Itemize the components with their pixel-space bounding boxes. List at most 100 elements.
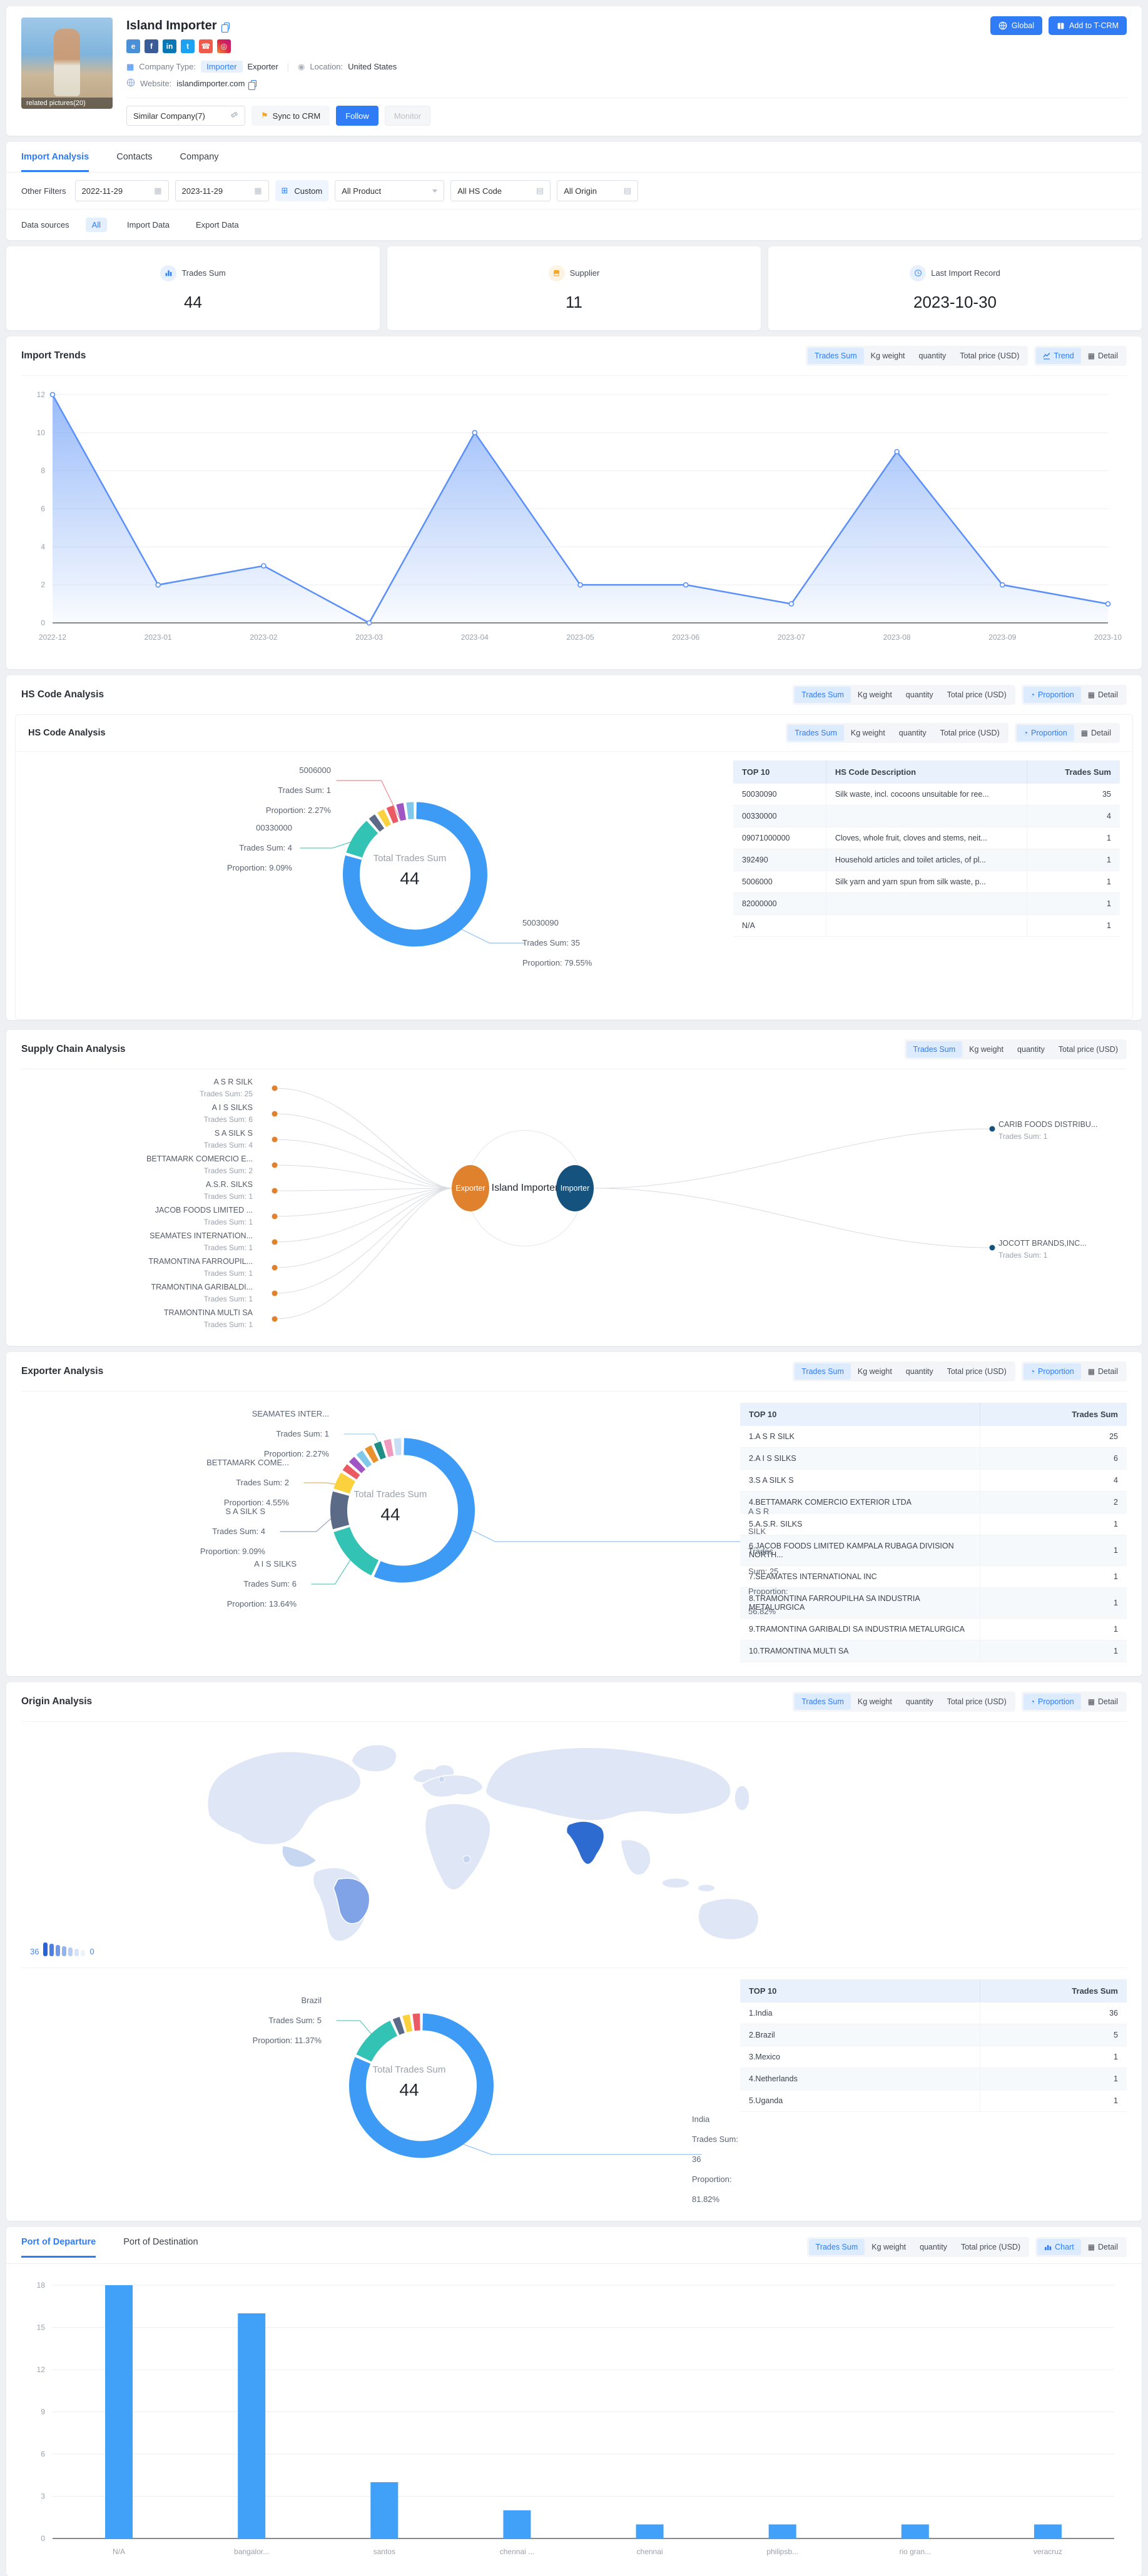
global-button[interactable]: Global <box>990 16 1043 35</box>
view-detail[interactable]: ▦ Detail <box>1087 351 1118 360</box>
metric-trades-sum[interactable]: Trades Sum <box>906 1041 963 1058</box>
date-from-input[interactable]: 2022-11-29 ▦ <box>74 180 169 201</box>
customer-node-label[interactable]: JOCOTT BRANDS,INC... Trades Sum: 1 <box>998 1239 1087 1260</box>
metric-trades-sum[interactable]: Trades Sum <box>795 1694 851 1710</box>
company-type-importer[interactable]: Importer <box>201 61 243 73</box>
svg-text:12: 12 <box>37 2365 46 2374</box>
section-title: HS Code Analysis <box>21 689 104 700</box>
view-detail[interactable]: ▦ Detail <box>1080 729 1111 737</box>
metric-trades-sum[interactable]: Trades Sum <box>788 725 844 741</box>
supplier-node-label[interactable]: A.S.R. SILKS Trades Sum: 1 <box>203 1180 253 1201</box>
tab-import-analysis[interactable]: Import Analysis <box>21 152 89 172</box>
view-toggle-group: ◔ Proportion ▦ Detail <box>1021 685 1127 705</box>
view-proportion[interactable]: ◔ Proportion <box>1023 687 1081 703</box>
metric-quantity[interactable]: quantity <box>905 1697 933 1706</box>
tab-port-of-destination[interactable]: Port of Destination <box>123 2237 198 2247</box>
sync-to-crm-button[interactable]: ⚑ Sync to CRM <box>251 106 330 126</box>
metric-total-price-usd-[interactable]: Total price (USD) <box>947 1367 1007 1376</box>
data-source-import[interactable]: Import Data <box>127 220 170 230</box>
section-title: Supply Chain Analysis <box>21 1044 126 1054</box>
country-africa <box>424 1803 491 1891</box>
metric-total-price-usd-[interactable]: Total price (USD) <box>940 729 1000 737</box>
tab-company[interactable]: Company <box>180 152 219 162</box>
product-select[interactable]: All Product <box>335 180 445 201</box>
svg-text:bangalor...: bangalor... <box>234 2547 269 2556</box>
view-detail[interactable]: ▦ Detail <box>1087 690 1118 699</box>
metric-quantity[interactable]: quantity <box>920 2243 947 2251</box>
divider: | <box>287 62 290 71</box>
linkedin-icon[interactable]: in <box>163 39 176 53</box>
twitter-icon[interactable]: t <box>181 39 195 53</box>
custom-range-button[interactable]: ⊞ Custom <box>275 180 329 201</box>
metric-quantity[interactable]: quantity <box>918 351 947 360</box>
add-to-tcrm-button[interactable]: Add to T-CRM <box>1049 16 1127 35</box>
supplier-node-label[interactable]: JACOB FOODS LIMITED ... Trades Sum: 1 <box>155 1206 253 1226</box>
supplier-node-label[interactable]: A I S SILKS Trades Sum: 6 <box>203 1103 253 1124</box>
supplier-node-label[interactable]: TRAMONTINA MULTI SA Trades Sum: 1 <box>163 1308 253 1329</box>
phone-icon[interactable]: ☎ <box>199 39 213 53</box>
supplier-node-label[interactable]: TRAMONTINA GARIBALDI... Trades Sum: 1 <box>151 1283 253 1303</box>
view-detail[interactable]: ▦ Detail <box>1087 1697 1118 1706</box>
exporter-node[interactable]: Exporter <box>452 1165 489 1211</box>
metric-total-price-usd-[interactable]: Total price (USD) <box>960 2243 1021 2251</box>
table-row: 10.TRAMONTINA MULTI SA 1 <box>740 1640 1127 1662</box>
svg-text:2023-09: 2023-09 <box>988 633 1016 642</box>
metric-kg-weight[interactable]: Kg weight <box>870 351 905 360</box>
view-proportion[interactable]: ◔ Proportion <box>1023 1694 1081 1710</box>
supplier-node-label[interactable]: TRAMONTINA FARROUPIL... Trades Sum: 1 <box>148 1257 253 1278</box>
facebook-icon[interactable]: f <box>145 39 158 53</box>
metric-trades-sum[interactable]: Trades Sum <box>795 1363 851 1380</box>
metric-kg-weight[interactable]: Kg weight <box>969 1045 1004 1054</box>
metric-total-price-usd-[interactable]: Total price (USD) <box>1058 1045 1118 1054</box>
follow-button[interactable]: Follow <box>336 106 378 126</box>
date-to-input[interactable]: 2023-11-29 ▦ <box>175 180 269 201</box>
view-detail[interactable]: ▦ Detail <box>1087 1367 1118 1376</box>
website-value[interactable]: islandimporter.com <box>176 79 245 88</box>
table-row: 1.A S R SILK 25 <box>740 1426 1127 1448</box>
metric-quantity[interactable]: quantity <box>905 1367 933 1376</box>
supplier-node-label[interactable]: A S R SILK Trades Sum: 25 <box>200 1078 253 1098</box>
metric-trades-sum[interactable]: Trades Sum <box>808 2239 865 2255</box>
metric-kg-weight[interactable]: Kg weight <box>871 2243 907 2251</box>
monitor-button[interactable]: Monitor <box>384 106 431 126</box>
hs-code-select[interactable]: All HS Code ▤ <box>450 180 551 201</box>
tab-port-of-departure[interactable]: Port of Departure <box>21 2237 96 2258</box>
metric-total-price-usd-[interactable]: Total price (USD) <box>960 351 1020 360</box>
metric-total-price-usd-[interactable]: Total price (USD) <box>947 1697 1007 1706</box>
view-detail[interactable]: ▦ Detail <box>1087 2243 1118 2251</box>
customer-node-label[interactable]: CARIB FOODS DISTRIBU... Trades Sum: 1 <box>998 1120 1098 1141</box>
related-pictures-caption[interactable]: related pictures(20) <box>21 98 113 109</box>
copy-icon[interactable] <box>221 23 230 33</box>
supplier-node-label[interactable]: S A SILK S Trades Sum: 4 <box>203 1129 253 1149</box>
metric-kg-weight[interactable]: Kg weight <box>857 1367 892 1376</box>
view-trend[interactable]: Trend <box>1036 348 1081 364</box>
metric-quantity[interactable]: quantity <box>1017 1045 1045 1054</box>
view-chart[interactable]: Chart <box>1037 2239 1081 2255</box>
importer-node[interactable]: Importer <box>556 1165 594 1211</box>
supplier-node-label[interactable]: BETTAMARK COMERCIO E... Trades Sum: 2 <box>146 1154 253 1175</box>
copy-website-icon[interactable] <box>248 80 257 90</box>
trend-icon <box>1043 352 1050 360</box>
metric-kg-weight[interactable]: Kg weight <box>857 690 892 699</box>
svg-text:6: 6 <box>41 505 45 513</box>
company-type-exporter[interactable]: Exporter <box>247 62 278 71</box>
instagram-icon[interactable]: ◎ <box>217 39 231 53</box>
data-source-all[interactable]: All <box>85 218 108 232</box>
similar-company-select[interactable]: Similar Company(7) <box>126 106 245 126</box>
metric-trades-sum[interactable]: Trades Sum <box>808 348 864 364</box>
company-photo[interactable]: related pictures(20) <box>21 18 113 109</box>
view-proportion[interactable]: ◔ Proportion <box>1016 725 1074 741</box>
supplier-node-label[interactable]: SEAMATES INTERNATION... Trades Sum: 1 <box>150 1231 253 1252</box>
origin-select[interactable]: All Origin ▤ <box>557 180 639 201</box>
metric-total-price-usd-[interactable]: Total price (USD) <box>947 690 1007 699</box>
metric-quantity[interactable]: quantity <box>898 729 927 737</box>
data-source-export[interactable]: Export Data <box>195 220 239 230</box>
svg-text:4: 4 <box>41 542 45 551</box>
metric-quantity[interactable]: quantity <box>905 690 933 699</box>
metric-trades-sum[interactable]: Trades Sum <box>795 687 851 703</box>
tab-contacts[interactable]: Contacts <box>116 152 153 162</box>
metric-kg-weight[interactable]: Kg weight <box>857 1697 892 1706</box>
view-proportion[interactable]: ◔ Proportion <box>1023 1363 1081 1380</box>
website-icon[interactable]: e <box>126 39 140 53</box>
metric-kg-weight[interactable]: Kg weight <box>850 729 885 737</box>
